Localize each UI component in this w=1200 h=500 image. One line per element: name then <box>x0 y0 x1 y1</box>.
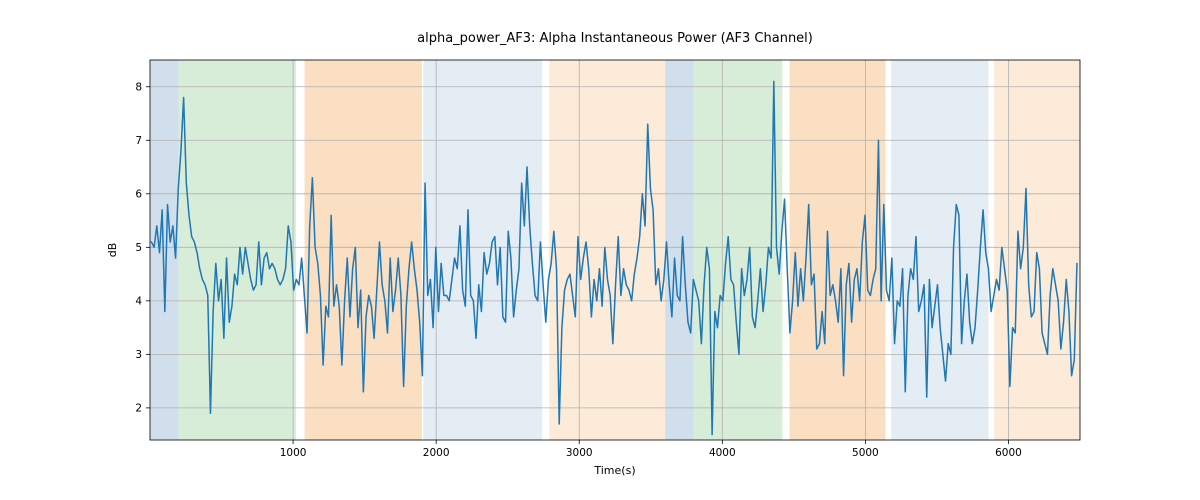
chart-title: alpha_power_AF3: Alpha Instantaneous Pow… <box>417 31 813 46</box>
shaded-band <box>423 60 542 440</box>
y-tick-label: 5 <box>135 242 142 254</box>
chart-container: 1000 2000 3000 4000 5000 6000 2 3 4 5 6 7 8 Time(s) dB… <box>0 0 1200 500</box>
y-axis-label: dB <box>106 243 119 258</box>
x-tick-label: 6000 <box>995 447 1022 459</box>
x-tick-label: 3000 <box>566 447 593 459</box>
shaded-band <box>549 60 665 440</box>
x-axis-label: Time(s) <box>593 464 635 477</box>
shaded-band <box>994 60 1080 440</box>
y-tick-label: 3 <box>135 349 142 361</box>
y-tick-label: 7 <box>135 135 142 147</box>
shaded-band <box>790 60 886 440</box>
x-tick-label: 1000 <box>280 447 307 459</box>
x-tick-label: 5000 <box>852 447 879 459</box>
y-tick-label: 4 <box>135 295 142 307</box>
x-tick-label: 4000 <box>709 447 736 459</box>
shaded-band <box>665 60 694 440</box>
x-tick-label: 2000 <box>423 447 450 459</box>
chart-svg: 1000 2000 3000 4000 5000 6000 2 3 4 5 6 7 8 Time(s) dB… <box>0 0 1200 500</box>
y-tick-label: 6 <box>135 188 142 200</box>
y-tick-label: 8 <box>135 81 142 93</box>
y-tick-label: 2 <box>135 402 142 414</box>
